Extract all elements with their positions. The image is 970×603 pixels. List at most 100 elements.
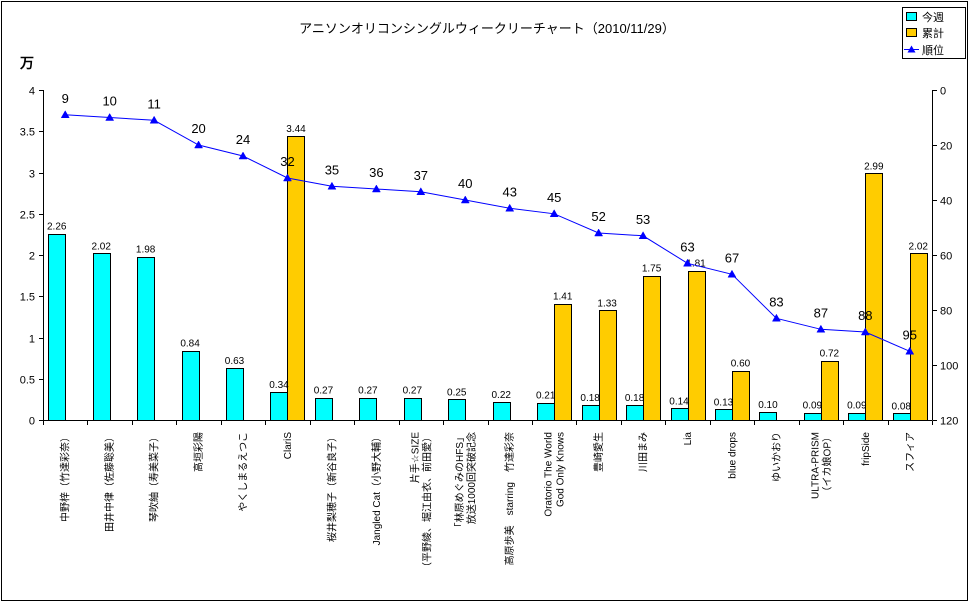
bar-label-weekly-13: 0.18 — [580, 393, 600, 404]
y-axis-unit-label: 万 — [19, 55, 34, 71]
bar-label-weekly-2: 2.02 — [91, 241, 111, 252]
bar-label-total-19: 2.99 — [864, 161, 884, 172]
bar-total-6 — [287, 136, 305, 421]
y-tick-label: 2.5 — [20, 210, 35, 222]
y-tick-label: 3.5 — [20, 127, 35, 139]
rank-label-20: 95 — [903, 327, 917, 342]
bar-label-total-6: 3.44 — [286, 124, 306, 135]
y2-tick-label: 60 — [940, 251, 952, 263]
category-label-8: Jangled Cat（小野大輔） — [370, 432, 383, 545]
legend-swatch-total — [906, 28, 917, 37]
rank-marker-13 — [594, 228, 604, 237]
category-label-5: やくしまるえつこ — [238, 432, 250, 512]
legend-label-total: 累計 — [922, 26, 944, 40]
bar-label-weekly-9: 0.27 — [403, 386, 423, 397]
bar-weekly-17 — [759, 412, 777, 421]
rank-label-11: 43 — [502, 184, 516, 199]
rank-marker-7 — [327, 181, 337, 190]
bar-label-weekly-16: 0.13 — [714, 397, 734, 408]
rank-marker-5 — [238, 151, 248, 160]
rank-label-8: 36 — [369, 165, 383, 180]
category-label-11: 高原歩美 starring 竹達彩奈 — [503, 432, 516, 565]
rank-marker-3 — [149, 115, 159, 124]
y2-tick-label: 40 — [940, 196, 952, 208]
rank-marker-2 — [105, 112, 115, 121]
legend-marker-rank — [907, 45, 916, 53]
rank-marker-12 — [549, 209, 559, 217]
bar-label-weekly-15: 0.14 — [669, 396, 689, 407]
category-label-18: （イカ娘OP） — [820, 432, 833, 496]
bar-weekly-3 — [137, 257, 155, 421]
category-label-1: 中野梓（竹達彩奈） — [59, 432, 72, 522]
category-label-15: Lia — [683, 432, 694, 446]
y2-tick-label: 20 — [940, 141, 952, 153]
bar-weekly-8 — [359, 398, 377, 421]
bar-weekly-12 — [537, 403, 555, 421]
rank-marker-14 — [638, 231, 648, 239]
y2-tick-label: 120 — [940, 416, 958, 428]
y-tick-label: 0.5 — [20, 375, 35, 387]
bar-weekly-15 — [671, 408, 689, 421]
bar-weekly-6 — [270, 392, 288, 421]
bar-label-weekly-20: 0.08 — [892, 401, 912, 412]
rank-marker-8 — [371, 184, 381, 193]
category-label-16: blue drops — [728, 432, 739, 479]
category-label-17: ゆいかおり — [771, 432, 783, 482]
bar-label-weekly-5: 0.63 — [225, 356, 245, 367]
rank-label-7: 35 — [325, 162, 339, 177]
category-label-2: 田井中律（佐藤聡美） — [103, 432, 116, 532]
category-label-10: 放送1000回突破記念 — [465, 432, 478, 524]
bar-label-weekly-6: 0.34 — [269, 380, 289, 391]
rank-marker-20 — [905, 346, 915, 355]
category-label-9: 片手☆SIZE — [408, 432, 421, 484]
category-label-4: 高垣彩陽 — [192, 432, 205, 472]
bar-label-weekly-12: 0.21 — [536, 391, 556, 402]
rank-marker-4 — [194, 140, 204, 149]
rank-label-10: 40 — [458, 176, 472, 191]
rank-marker-19 — [860, 327, 870, 336]
bar-label-total-12: 1.41 — [553, 292, 573, 303]
bar-label-total-15: 1.81 — [686, 259, 706, 270]
bar-label-weekly-3: 1.98 — [136, 245, 156, 256]
category-label-20: スフィア — [905, 432, 916, 472]
bar-label-total-20: 2.02 — [909, 241, 929, 252]
y-tick-label: 4 — [29, 86, 35, 98]
bar-weekly-9 — [404, 398, 422, 421]
rank-marker-9 — [416, 187, 426, 195]
bar-total-12 — [554, 304, 572, 421]
bar-label-weekly-10: 0.25 — [447, 387, 467, 398]
bar-total-13 — [599, 310, 617, 421]
bar-label-weekly-14: 0.18 — [625, 393, 645, 404]
rank-label-4: 20 — [191, 121, 205, 136]
rank-marker-17 — [771, 313, 781, 322]
legend-swatch-weekly — [906, 12, 917, 21]
category-label-14: 川田まみ — [638, 432, 650, 472]
rank-label-16: 67 — [725, 250, 739, 265]
category-label-7: 桜井梨穂子（新谷良子） — [325, 432, 338, 542]
bar-label-weekly-19: 0.09 — [847, 401, 867, 412]
bar-weekly-5 — [226, 368, 244, 421]
category-label-12: God Only Knows — [556, 432, 567, 507]
category-label-19: fripSide — [861, 432, 872, 466]
y2-tick-label: 80 — [940, 306, 952, 318]
rank-label-1: 9 — [62, 91, 69, 106]
bar-label-weekly-4: 0.84 — [180, 339, 200, 350]
plot-area: 00.511.522.533.54 0204060801001202.262.02… — [20, 86, 959, 573]
rank-marker-10 — [460, 195, 470, 204]
bar-weekly-7 — [315, 398, 333, 421]
bar-weekly-10 — [448, 399, 466, 421]
category-label-3: 琴吹紬（寿美菜子） — [148, 432, 161, 522]
category-label-6: ClariS — [283, 432, 294, 460]
bar-weekly-11 — [493, 402, 511, 421]
rank-label-9: 37 — [414, 168, 428, 183]
rank-label-3: 11 — [147, 96, 161, 111]
bar-weekly-16 — [715, 409, 733, 421]
rank-label-6: 32 — [280, 154, 294, 169]
bar-weekly-13 — [582, 405, 600, 421]
chart-title: アニソンオリコンシングルウィークリーチャート（2010/11/29） — [299, 21, 675, 36]
rank-marker-1 — [60, 110, 70, 118]
bar-label-total-18: 0.72 — [820, 349, 840, 360]
category-label-10: 「林原めぐみのHFS」 — [453, 432, 466, 532]
